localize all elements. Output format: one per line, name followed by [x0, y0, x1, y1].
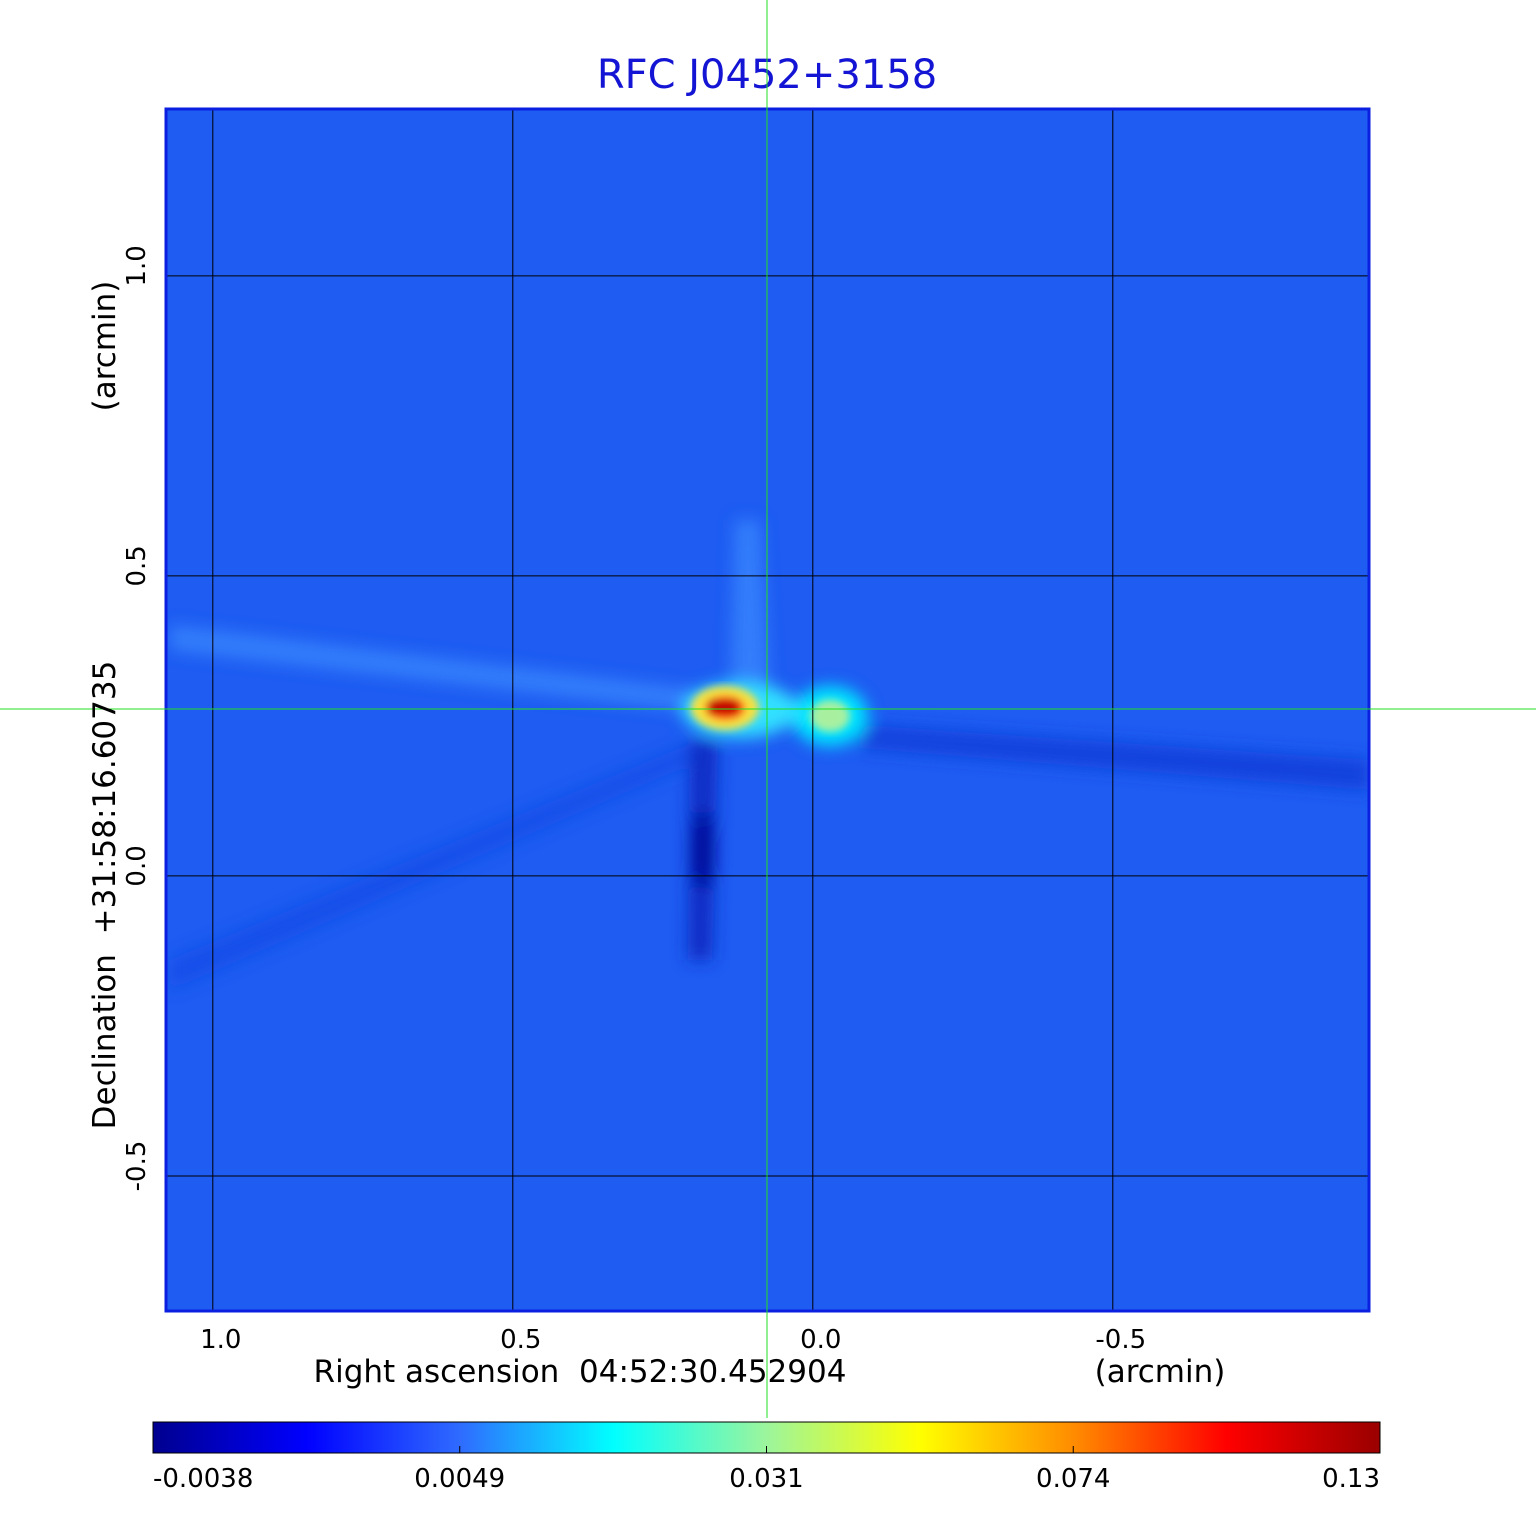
x-tick-label: 1.0: [200, 1325, 241, 1355]
source-core: [691, 686, 850, 732]
y-axis-label: Declination +31:58:16.60735: [87, 661, 123, 1130]
x-axis-label: Right ascension 04:52:30.452904: [314, 1354, 847, 1390]
y-tick-label: 0.5: [122, 545, 152, 586]
y-axis-unit: (arcmin): [87, 281, 123, 412]
x-axis-unit: (arcmin): [1095, 1354, 1226, 1390]
y-tick-label: 0.0: [122, 845, 152, 886]
x-tick-label: 0.5: [500, 1325, 541, 1355]
x-tick-label: -0.5: [1095, 1325, 1146, 1355]
y-tick-label: -0.5: [122, 1141, 152, 1192]
colorbar-tick-label: 0.0049: [414, 1464, 505, 1494]
colorbar-tick-label: 0.074: [1036, 1464, 1110, 1494]
y-tick-label: 1.0: [122, 245, 152, 286]
image-features: [170, 520, 1369, 990]
colorbar-tick-label: 0.031: [729, 1464, 803, 1494]
x-tick-label: 0.0: [800, 1325, 841, 1355]
colorbar-tick-label: 0.13: [1322, 1464, 1380, 1494]
colorbar-tick-label: -0.0038: [153, 1464, 253, 1494]
